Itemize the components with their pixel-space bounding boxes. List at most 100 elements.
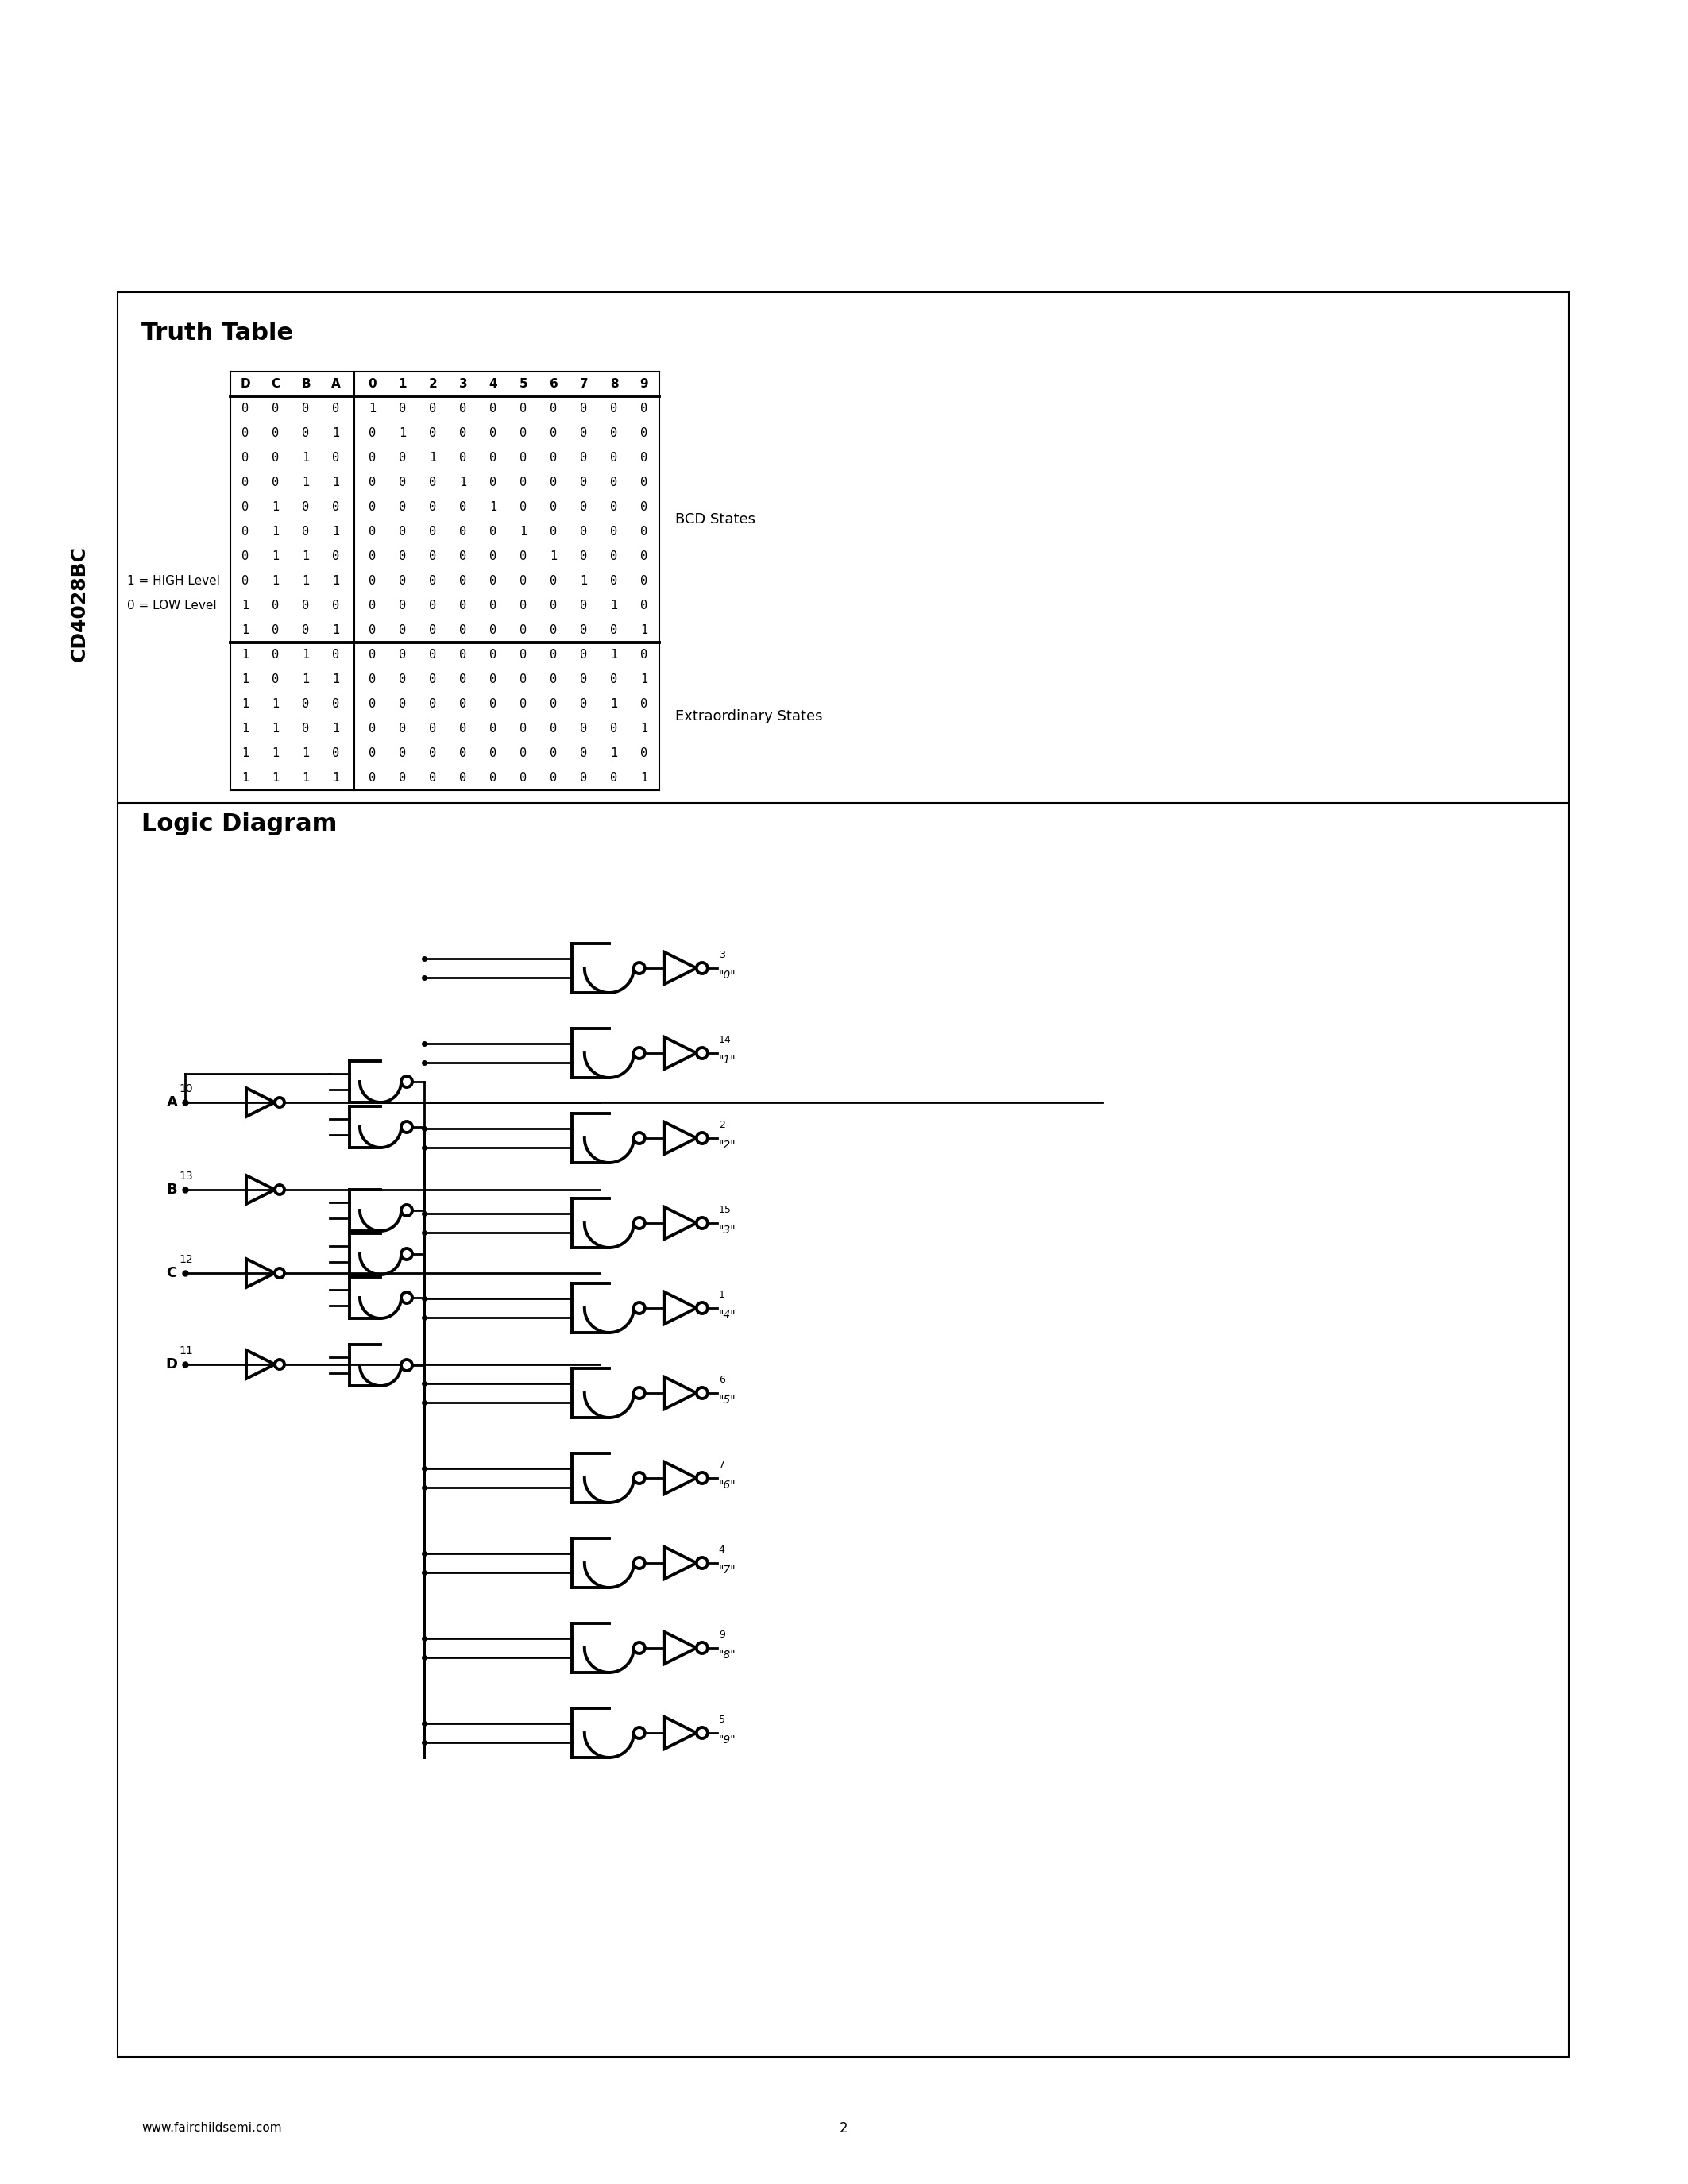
Text: 0: 0 [459, 601, 466, 612]
Text: 0: 0 [302, 428, 309, 439]
Text: 0: 0 [370, 452, 376, 463]
Text: 0: 0 [302, 601, 309, 612]
Text: 1: 1 [272, 550, 279, 561]
Text: 0: 0 [333, 402, 339, 415]
Text: 1: 1 [333, 673, 339, 686]
Text: 0: 0 [520, 723, 527, 734]
Text: 1: 1 [641, 723, 648, 734]
Text: 7: 7 [719, 1459, 726, 1470]
Text: 0: 0 [370, 476, 376, 489]
Text: 0: 0 [459, 428, 466, 439]
Text: "6": "6" [719, 1479, 736, 1492]
Text: C: C [167, 1267, 182, 1280]
Text: 0: 0 [490, 402, 496, 415]
Text: 1: 1 [333, 574, 339, 587]
Text: 1: 1 [398, 378, 407, 391]
Text: 0: 0 [398, 402, 407, 415]
Text: 9: 9 [640, 378, 648, 391]
Text: 0: 0 [520, 550, 527, 561]
Text: 0: 0 [302, 402, 309, 415]
Text: 0: 0 [429, 747, 437, 760]
Text: 1: 1 [641, 771, 648, 784]
Text: 12: 12 [179, 1254, 192, 1265]
Text: 2: 2 [719, 1120, 724, 1129]
Circle shape [633, 963, 645, 974]
Text: "7": "7" [719, 1564, 736, 1575]
Text: 0: 0 [370, 500, 376, 513]
Text: 0: 0 [241, 428, 250, 439]
Text: 1: 1 [333, 625, 339, 636]
Text: 0: 0 [581, 747, 587, 760]
Text: BCD States: BCD States [675, 513, 756, 526]
Text: 0: 0 [459, 747, 466, 760]
Text: 0: 0 [611, 526, 618, 537]
Text: 0: 0 [459, 574, 466, 587]
Text: 1: 1 [302, 771, 309, 784]
Text: 0: 0 [581, 699, 587, 710]
Text: 0: 0 [581, 723, 587, 734]
Text: "2": "2" [719, 1140, 736, 1151]
Text: 1: 1 [333, 476, 339, 489]
Text: Logic Diagram: Logic Diagram [142, 812, 338, 836]
Text: 1: 1 [611, 649, 618, 662]
Text: 0: 0 [302, 625, 309, 636]
Text: 0: 0 [611, 476, 618, 489]
Text: 10: 10 [179, 1083, 192, 1094]
Circle shape [633, 1387, 645, 1398]
Text: 0: 0 [490, 476, 496, 489]
Text: 0: 0 [398, 699, 407, 710]
Text: 0: 0 [550, 452, 557, 463]
Text: 0: 0 [490, 747, 496, 760]
Circle shape [402, 1293, 412, 1304]
Text: 1: 1 [302, 476, 309, 489]
Text: 0: 0 [459, 526, 466, 537]
Text: 0: 0 [611, 771, 618, 784]
Text: A: A [331, 378, 341, 391]
Circle shape [402, 1120, 412, 1133]
Text: 0: 0 [550, 574, 557, 587]
Text: 0: 0 [490, 625, 496, 636]
Text: 0: 0 [550, 673, 557, 686]
Text: 0: 0 [398, 574, 407, 587]
Text: 1: 1 [241, 747, 250, 760]
Text: 0: 0 [581, 550, 587, 561]
Text: 1: 1 [370, 402, 376, 415]
Text: 0: 0 [581, 601, 587, 612]
Text: 0: 0 [641, 747, 648, 760]
Text: 0: 0 [490, 699, 496, 710]
Text: 0: 0 [641, 649, 648, 662]
Text: 0: 0 [272, 402, 279, 415]
Text: 0: 0 [370, 723, 376, 734]
Text: 1: 1 [272, 747, 279, 760]
Text: "1": "1" [719, 1055, 736, 1066]
Text: 0: 0 [370, 526, 376, 537]
Text: 0: 0 [550, 649, 557, 662]
Text: 0: 0 [641, 601, 648, 612]
Text: 14: 14 [719, 1035, 731, 1046]
Text: 2: 2 [429, 378, 437, 391]
Text: D: D [240, 378, 250, 391]
Text: 0: 0 [641, 476, 648, 489]
Text: 0: 0 [581, 649, 587, 662]
Text: 1: 1 [302, 574, 309, 587]
Text: 0: 0 [581, 476, 587, 489]
Text: 0: 0 [272, 428, 279, 439]
Circle shape [633, 1302, 645, 1313]
Circle shape [697, 1728, 707, 1738]
Text: 0: 0 [581, 771, 587, 784]
Text: 0: 0 [611, 402, 618, 415]
Text: 9: 9 [719, 1629, 724, 1640]
Circle shape [275, 1186, 284, 1195]
Text: 0: 0 [429, 574, 437, 587]
Text: 0: 0 [241, 550, 250, 561]
Text: 0: 0 [550, 699, 557, 710]
Text: 0: 0 [641, 550, 648, 561]
Text: 0: 0 [611, 625, 618, 636]
Text: 1: 1 [581, 574, 587, 587]
Text: 0: 0 [520, 673, 527, 686]
Circle shape [697, 1133, 707, 1144]
Text: 0: 0 [641, 574, 648, 587]
Text: 1: 1 [302, 673, 309, 686]
Text: 0: 0 [429, 428, 437, 439]
Text: 1: 1 [241, 723, 250, 734]
